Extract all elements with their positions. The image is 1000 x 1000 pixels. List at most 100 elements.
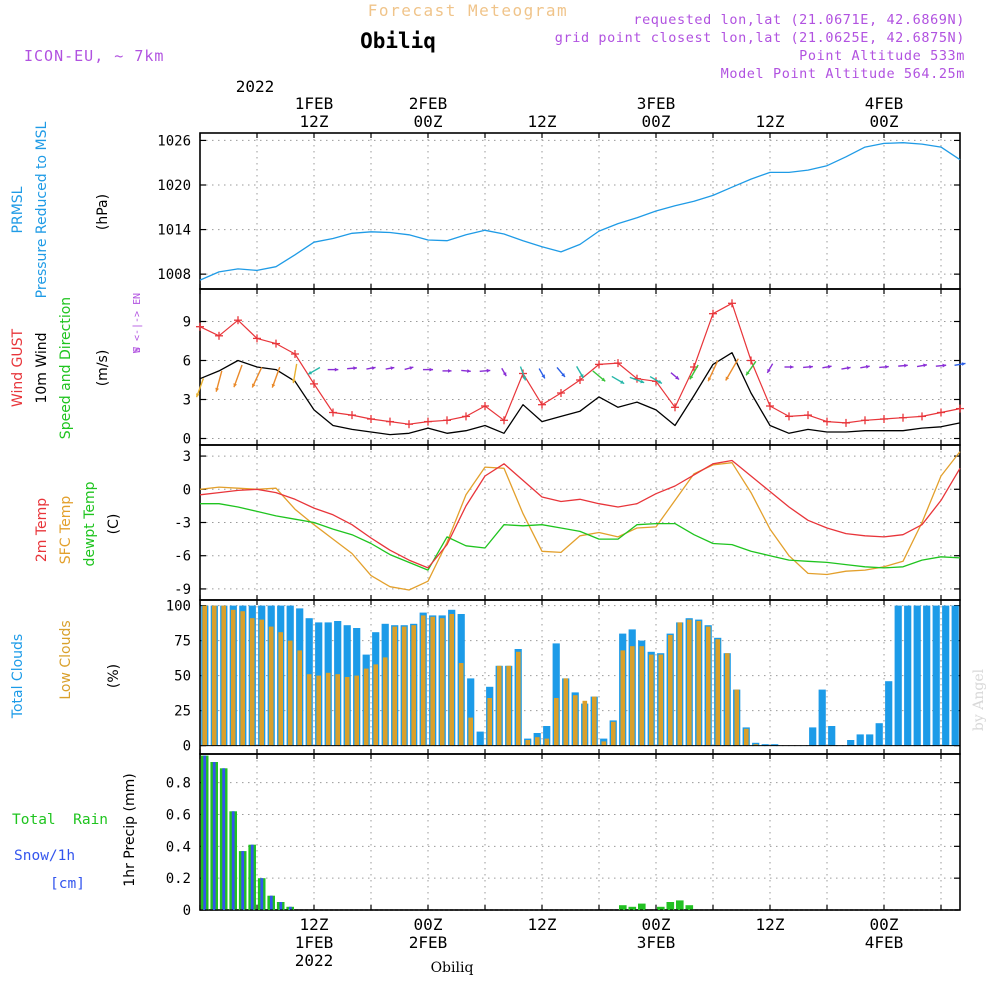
snow-bar	[212, 762, 216, 910]
clouds-label-low: Low Clouds	[58, 620, 74, 699]
total-cloud-bar	[752, 742, 760, 746]
top-time-label: 4FEB	[865, 94, 904, 113]
wind-arrow-head	[233, 383, 237, 388]
wind-arrow-shaft	[215, 370, 223, 392]
snow-bar	[260, 878, 264, 910]
gust-marker	[272, 339, 280, 348]
rain-bar	[638, 903, 646, 910]
station-title: Obiliq	[360, 29, 436, 53]
bottom-time-label: 00Z	[870, 915, 899, 934]
low-cloud-bar	[392, 626, 397, 746]
low-cloud-bar	[753, 744, 759, 746]
wind-arrow-head	[767, 368, 771, 373]
gust-marker	[367, 415, 375, 423]
y-tick-label: 0	[183, 739, 191, 755]
y-tick-label: 1020	[157, 178, 191, 194]
wind-arrow-head	[904, 363, 908, 368]
gust-marker	[348, 411, 356, 420]
clouds-panel: 0 25 50 75 100	[166, 599, 961, 755]
wind-arrow	[556, 366, 566, 378]
temp-label-2m: 2m Temp	[34, 498, 50, 562]
wind-label-dir: Speed and Direction	[58, 297, 74, 439]
low-cloud-bar	[287, 640, 293, 746]
wind-arrow	[611, 375, 625, 385]
snow-bar	[203, 755, 207, 910]
y-tick-label: 3	[183, 449, 191, 465]
bottom-time-label: 00Z	[642, 915, 671, 934]
low-cloud-bar	[725, 653, 730, 746]
precip-legend-unit: [cm]	[50, 876, 85, 892]
wind-arrow	[841, 366, 851, 370]
y-tick-label: 6	[183, 354, 191, 370]
clouds-label: Total Clouds Low Clouds (%)	[10, 620, 122, 719]
snow-bar	[231, 811, 235, 910]
wind-arrow	[404, 366, 414, 371]
total-cloud-bar	[847, 740, 855, 746]
pressure-unit: (hPa)	[95, 194, 111, 230]
low-cloud-bar	[354, 675, 359, 746]
y-tick-label: 0	[183, 482, 191, 498]
wind-arrow-head	[486, 368, 491, 373]
rain-bar	[676, 900, 684, 910]
panel-frame	[199, 599, 961, 755]
low-cloud-bar	[582, 700, 588, 746]
gust-marker	[899, 413, 907, 422]
wind-arrow-shaft	[707, 360, 719, 382]
total-cloud-bar	[552, 643, 560, 746]
gust-marker	[614, 359, 622, 368]
gust-marker	[443, 416, 451, 425]
snow-bar	[250, 844, 254, 910]
temp-label-sfc: SFC Temp	[58, 496, 74, 565]
gust-marker	[538, 400, 546, 409]
wind-arrow-head	[371, 366, 376, 370]
wind-label: Wind GUST 10m Wind Speed and Direction (…	[10, 293, 143, 439]
low-cloud-bar	[468, 717, 473, 746]
low-cloud-bar	[487, 698, 492, 746]
pressure-panel: 1008 1014 1020 1026	[157, 132, 961, 290]
top-time-label: 1FEB	[295, 94, 334, 113]
wind-arrow-head	[865, 364, 870, 369]
bottom-time-label: 12Z	[300, 915, 329, 934]
clouds-label-total: Total Clouds	[10, 634, 26, 719]
model-altitude: Model Point Altitude 564.25m	[721, 66, 965, 82]
wind-arrow	[954, 362, 966, 367]
gust-marker	[386, 417, 394, 426]
gust-marker	[861, 416, 869, 425]
total-cloud-bar	[866, 734, 874, 746]
rain-bar	[666, 902, 675, 910]
rain-bar	[619, 905, 627, 910]
wind-arrow-head	[334, 367, 339, 372]
top-time-label: 3FEB	[637, 94, 676, 113]
total-cloud-bar	[476, 731, 484, 746]
low-cloud-bar	[430, 616, 435, 746]
gust-marker	[291, 350, 299, 358]
model-label: ICON-EU, ~ 7km	[24, 47, 164, 65]
gust-marker	[728, 299, 736, 308]
low-cloud-bar	[554, 698, 559, 746]
top-time-label: 2FEB	[409, 94, 448, 113]
pressure-label-line1: PRMSL	[10, 186, 26, 233]
gust-marker	[481, 402, 489, 410]
wind-arrow-head	[885, 365, 889, 369]
low-cloud-bar	[516, 651, 521, 746]
low-cloud-bar	[240, 611, 245, 746]
wind-arrow-head	[541, 374, 545, 379]
wind-arrow-head	[353, 366, 357, 371]
requested-coords: requested lon,lat (21.0671E, 42.6869N)	[633, 12, 965, 28]
bottom-time-label: 12Z	[528, 915, 557, 934]
snow-bar	[222, 768, 226, 910]
low-cloud-bar	[668, 635, 673, 746]
wind-arrow	[479, 368, 491, 373]
y-tick-label: 0	[183, 903, 191, 919]
point-altitude: Point Altitude 533m	[799, 48, 965, 64]
y-tick-label: 25	[174, 704, 191, 720]
x-axis-label: Obiliq	[431, 960, 474, 976]
low-cloud-bar	[373, 664, 378, 746]
total-cloud-bar	[543, 726, 551, 746]
gust-marker	[196, 322, 204, 331]
y-tick-label: 0.8	[166, 776, 191, 792]
temp-2m-line	[199, 459, 961, 569]
low-cloud-bar	[658, 654, 664, 746]
low-cloud-bar	[677, 622, 683, 746]
low-cloud-bar	[335, 674, 340, 746]
